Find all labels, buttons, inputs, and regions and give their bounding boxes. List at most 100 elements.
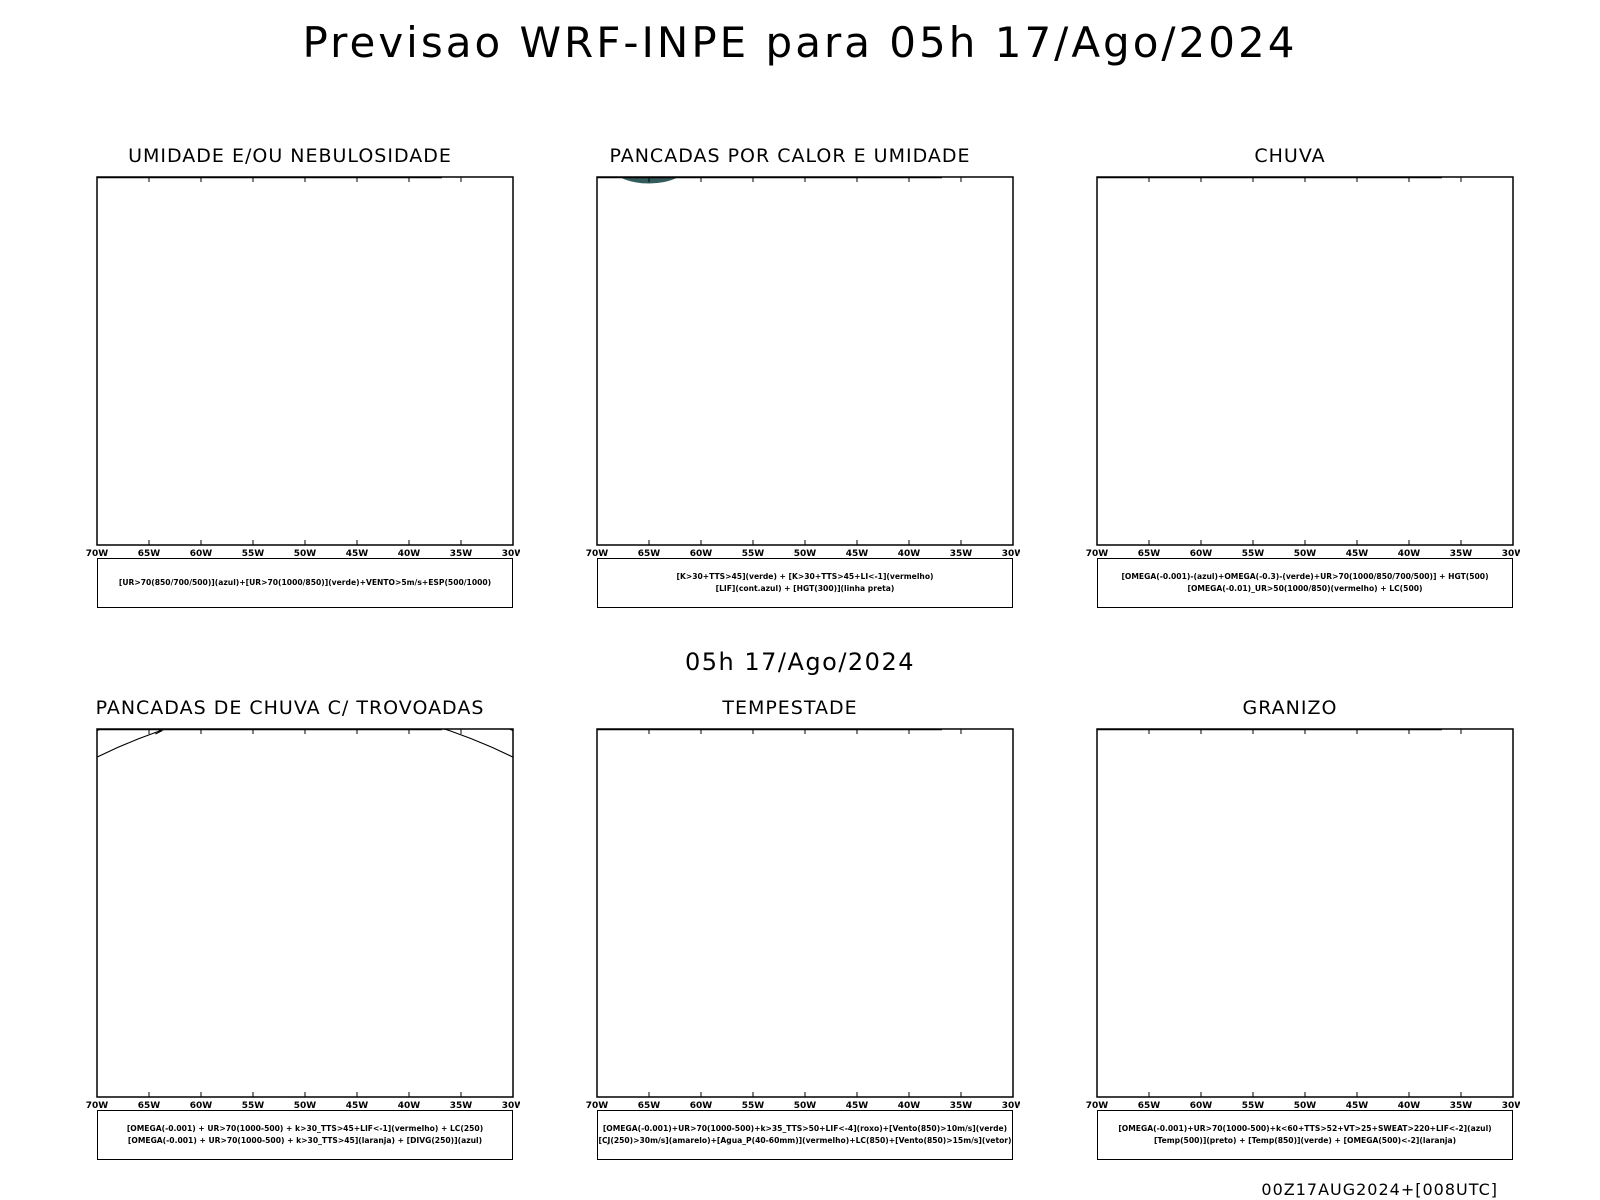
instability-area-red	[658, 165, 682, 174]
lon-label: 40W	[898, 1101, 921, 1111]
lon-label: 50W	[794, 549, 817, 559]
lon-label: 45W	[846, 1101, 869, 1111]
lon-label: 60W	[190, 1101, 213, 1111]
panel-pancadas-calor: PANCADAS POR CALOR E UMIDADE960095209440…	[560, 145, 1020, 625]
coastline	[97, 177, 443, 179]
panel-pancadas-trovoadas: PANCADAS DE CHUVA C/ TROVOADAS12S15S18S2…	[60, 697, 520, 1177]
map-frame	[1096, 176, 1514, 546]
lon-label: 35W	[1450, 1101, 1473, 1111]
lon-label: 45W	[1346, 549, 1369, 559]
main-title: Previsao WRF-INPE para 05h 17/Ago/2024	[302, 18, 1298, 67]
political-border	[646, 165, 727, 174]
panel-legend: [OMEGA(-0.001)-(azul)+OMEGA(-0.3)-(verde…	[1097, 558, 1513, 608]
weather-map: 570564558552546540101210161020102412S15S…	[86, 165, 520, 559]
lon-label: 50W	[1294, 549, 1317, 559]
legend-line: [Temp(500)](preto) + [Temp(850)](verde) …	[1153, 1136, 1457, 1145]
map-frame	[596, 176, 1014, 546]
lon-label: 70W	[86, 549, 109, 559]
lon-label: 55W	[242, 549, 265, 559]
weather-map: -12-15-18-21-24-27-3012151821243012S15S1…	[1086, 717, 1520, 1111]
panel-legend: [K>30+TTS>45](verde) + [K>30+TTS>45+LI<-…	[597, 558, 1013, 608]
lon-label: 55W	[1242, 549, 1265, 559]
lon-label: 30W	[502, 549, 520, 559]
lon-label: 50W	[1294, 1101, 1317, 1111]
streamline	[97, 729, 513, 758]
panel-title: GRANIZO	[1242, 697, 1338, 719]
lon-label: 70W	[1086, 1101, 1109, 1111]
lon-label: 30W	[502, 1101, 520, 1111]
lon-label: 70W	[86, 1101, 109, 1111]
lon-label: 40W	[898, 549, 921, 559]
legend-line: [OMEGA(-0.001)+UR>70(1000-500)+k>35_TTS>…	[602, 1124, 1008, 1133]
lon-label: 70W	[1086, 549, 1109, 559]
lon-label: 65W	[1138, 549, 1161, 559]
legend-line: [OMEGA(-0.001)+UR>70(1000-500)+k<60+TTS>…	[1118, 1124, 1492, 1133]
lon-label: 65W	[638, 1101, 661, 1111]
lon-label: 55W	[1242, 1101, 1265, 1111]
panel-title: PANCADAS DE CHUVA C/ TROVOADAS	[95, 697, 485, 719]
legend-line: [OMEGA(-0.01)_UR>50(1000/850)(vermelho) …	[1187, 584, 1423, 593]
political-border	[1146, 717, 1227, 726]
lon-label: 45W	[346, 549, 369, 559]
lon-label: 30W	[1502, 549, 1520, 559]
lon-label: 40W	[1398, 1101, 1421, 1111]
lon-label: 65W	[138, 1101, 161, 1111]
coastline	[1097, 729, 1443, 731]
lon-label: 60W	[190, 549, 213, 559]
lon-label: 55W	[742, 1101, 765, 1111]
lon-label: 65W	[138, 549, 161, 559]
panel-umidade: UMIDADE E/OU NEBULOSIDADE570564558552546…	[60, 145, 520, 625]
lon-label: 60W	[690, 1101, 713, 1111]
lon-label: 50W	[294, 1101, 317, 1111]
panel-title: UMIDADE E/OU NEBULOSIDADE	[128, 145, 452, 167]
map-frame	[1096, 728, 1514, 1098]
lon-label: 35W	[450, 1101, 473, 1111]
panel-chuva: CHUVA 58858257657056455855254658557957356…	[1060, 145, 1520, 625]
forecast-time-label: 05h 17/Ago/2024	[684, 648, 915, 676]
panel-legend: [OMEGA(-0.001) + UR>70(1000-500) + k>30_…	[97, 1110, 513, 1160]
panel-title: TEMPESTADE	[722, 697, 858, 719]
lon-label: 30W	[1002, 549, 1020, 559]
lon-label: 35W	[450, 549, 473, 559]
panel-title: PANCADAS POR CALOR E UMIDADE	[609, 145, 971, 167]
lon-label: 65W	[1138, 1101, 1161, 1111]
weather-map: 96009520944093609280920091209040896012S1…	[586, 165, 1020, 559]
panel-legend: [UR>70(850/700/500)](azul)+[UR>70(1000/8…	[97, 558, 513, 608]
map-frame	[596, 728, 1014, 1098]
weather-map: 12S15S18S21S24S27S30S33S36S39S42S70W65W6…	[586, 717, 1020, 1111]
lon-label: 30W	[1502, 1101, 1520, 1111]
political-border	[146, 717, 227, 726]
map-frame	[96, 728, 514, 1098]
political-border	[146, 165, 227, 174]
lon-label: 70W	[586, 1101, 609, 1111]
lon-label: 45W	[846, 549, 869, 559]
legend-line: [K>30+TTS>45](verde) + [K>30+TTS>45+LI<-…	[676, 572, 934, 581]
panel-granizo: GRANIZO-12-15-18-21-24-27-30121518212430…	[1060, 697, 1520, 1177]
coastline	[597, 729, 943, 731]
lon-label: 55W	[242, 1101, 265, 1111]
panel-legend: [OMEGA(-0.001)+UR>70(1000-500)+k>35_TTS>…	[597, 1110, 1013, 1160]
legend-line: [OMEGA(-0.001) + UR>70(1000-500) + k>30_…	[126, 1124, 484, 1133]
coastline	[597, 177, 943, 179]
political-border	[646, 717, 727, 726]
weather-map: 12S15S18S21S24S27S30S33S36S39S42S70W65W6…	[86, 717, 520, 1111]
lon-label: 50W	[294, 549, 317, 559]
weather-map: 58858257657056455855254658557957356712S1…	[1086, 176, 1520, 559]
legend-line: [UR>70(850/700/500)](azul)+[UR>70(1000/8…	[118, 578, 492, 587]
lon-label: 55W	[742, 549, 765, 559]
lon-label: 65W	[638, 549, 661, 559]
legend-line: [OMEGA(-0.001) + UR>70(1000-500) + k>30_…	[127, 1136, 483, 1145]
lon-label: 45W	[1346, 1101, 1369, 1111]
map-frame	[96, 176, 514, 546]
panel-title: CHUVA	[1254, 145, 1326, 167]
lon-label: 40W	[398, 1101, 421, 1111]
lon-label: 40W	[398, 549, 421, 559]
panel-tempestade: TEMPESTADE12S15S18S21S24S27S30S33S36S39S…	[560, 697, 1020, 1177]
lon-label: 45W	[346, 1101, 369, 1111]
lon-label: 60W	[1190, 1101, 1213, 1111]
lon-label: 50W	[794, 1101, 817, 1111]
panel-legend: [OMEGA(-0.001)+UR>70(1000-500)+k<60+TTS>…	[1097, 1110, 1513, 1160]
legend-line: [LIF](cont.azul) + [HGT(300)](linha pret…	[715, 584, 895, 593]
run-identifier: 00Z17AUG2024+[008UTC]	[1261, 1180, 1498, 1199]
legend-line: [OMEGA(-0.001)-(azul)+OMEGA(-0.3)-(verde…	[1121, 572, 1489, 581]
